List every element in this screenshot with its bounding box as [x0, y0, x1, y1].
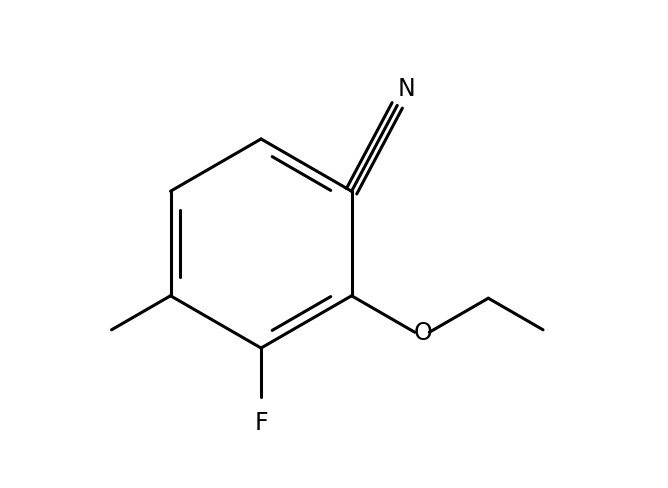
Text: F: F	[255, 410, 268, 434]
Text: O: O	[413, 321, 432, 345]
Text: N: N	[397, 77, 415, 101]
